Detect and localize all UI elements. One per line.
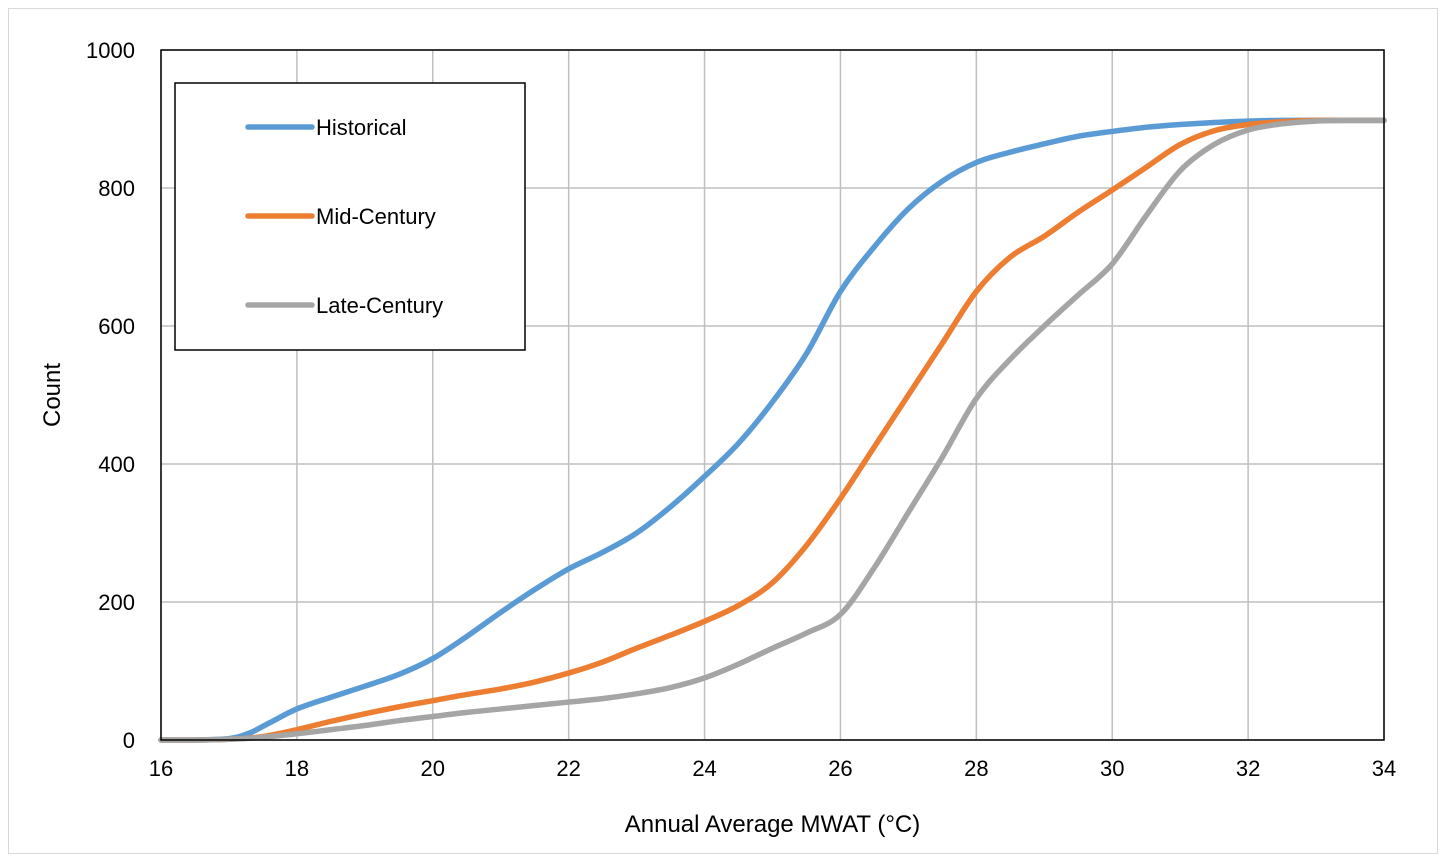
x-axis-tick-labels: 16 18 20 22 24 26 28 30 32 34 — [149, 756, 1396, 781]
x-axis-title: Annual Average MWAT (°C) — [625, 811, 921, 838]
legend-label-mid-century: Mid-Century — [316, 204, 436, 229]
legend: Historical Mid-Century Late-Century — [174, 82, 526, 351]
x-tick-label: 28 — [964, 756, 988, 781]
legend-items: Historical Mid-Century Late-Century — [245, 115, 443, 318]
y-tick-label: 600 — [98, 314, 135, 339]
series-line-historical — [158, 117, 1387, 743]
series-lines — [158, 117, 1387, 743]
series-line-mid-century — [158, 117, 1387, 743]
x-tick-label: 16 — [149, 756, 173, 781]
y-tick-label: 200 — [98, 590, 135, 615]
y-tick-label: 800 — [98, 176, 135, 201]
y-tick-label: 0 — [123, 728, 135, 753]
legend-label-historical: Historical — [316, 115, 406, 140]
plot-area-border — [160, 49, 1385, 741]
x-tick-label: 34 — [1372, 756, 1396, 781]
x-tick-label: 20 — [421, 756, 445, 781]
x-tick-label: 26 — [828, 756, 852, 781]
y-axis-tick-labels: 0 200 400 600 800 1000 — [86, 38, 135, 753]
series-line-late-century — [158, 117, 1387, 743]
y-tick-label: 1000 — [86, 38, 135, 63]
x-tick-label: 32 — [1236, 756, 1260, 781]
x-tick-label: 30 — [1100, 756, 1124, 781]
y-axis-title: Count — [39, 363, 66, 427]
legend-box — [174, 82, 526, 351]
legend-label-late-century: Late-Century — [316, 293, 443, 318]
y-tick-label: 400 — [98, 452, 135, 477]
x-tick-label: 22 — [556, 756, 580, 781]
x-tick-label: 24 — [692, 756, 716, 781]
x-tick-label: 18 — [285, 756, 309, 781]
